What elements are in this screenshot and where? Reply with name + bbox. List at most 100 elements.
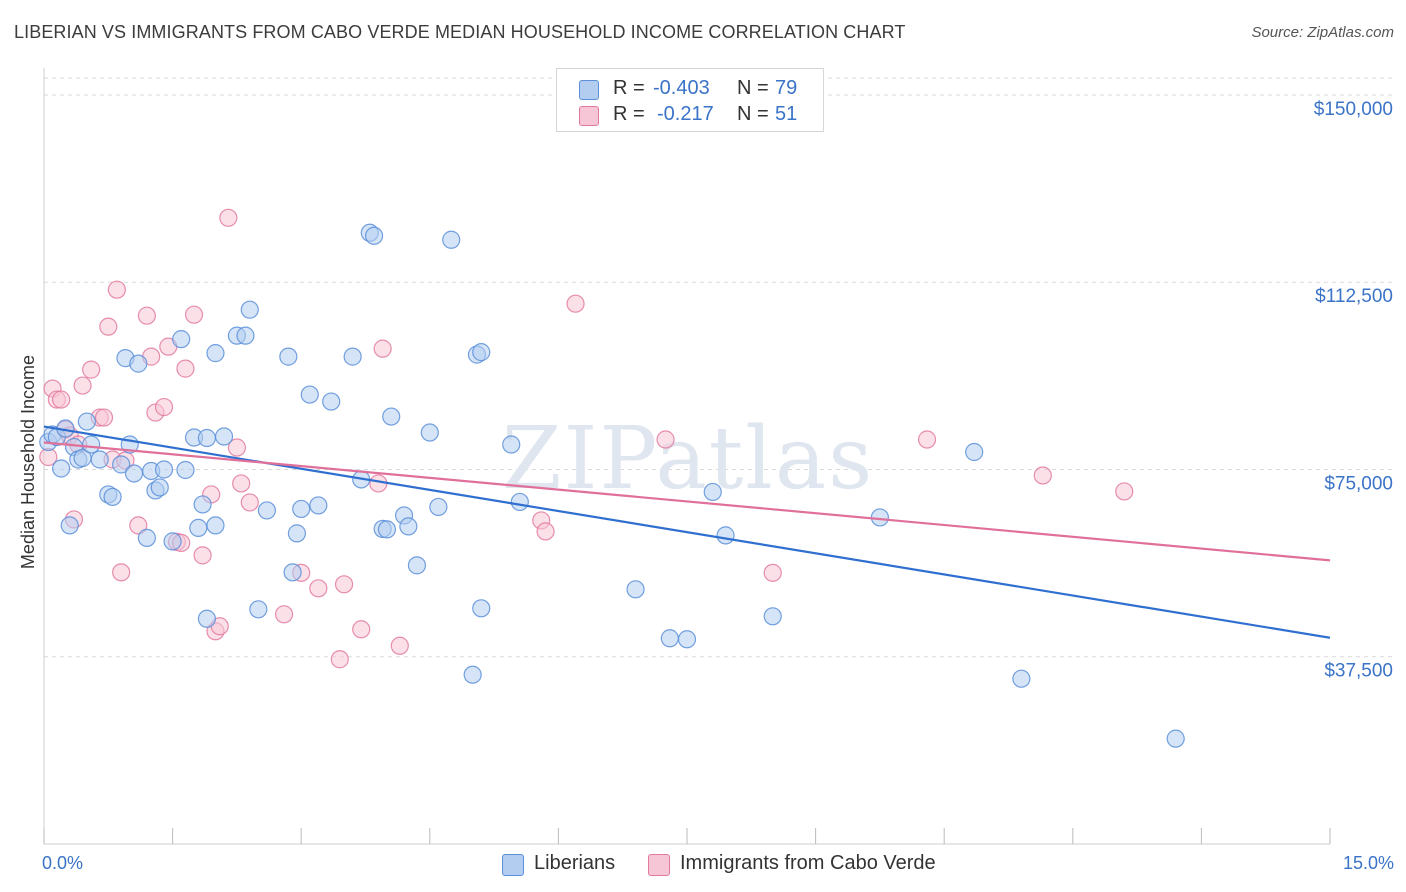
- legend-swatch-blue: [502, 854, 524, 876]
- legend-label-liberians: Liberians: [534, 852, 616, 874]
- point-cabo-verde: [274, 605, 294, 624]
- legend-n-label: N =: [737, 77, 769, 99]
- point-cabo-verde: [137, 306, 156, 325]
- point-liberians: [197, 428, 216, 448]
- legend-n-value: 51: [775, 103, 798, 125]
- gridlines: [44, 77, 1394, 658]
- point-liberians: [189, 518, 208, 538]
- point-cabo-verde: [193, 546, 212, 565]
- point-liberians: [176, 460, 195, 480]
- point-cabo-verde: [373, 339, 392, 358]
- y-tick-label: $75,000: [1324, 473, 1393, 494]
- trend-lines: [43, 425, 1331, 639]
- point-liberians: [502, 435, 521, 454]
- point-liberians: [206, 516, 225, 535]
- tick-labels: $37,500 $75,000 $112,500 $150,000 0.0% 15.0% M…: [18, 99, 1394, 873]
- point-liberians: [382, 407, 401, 426]
- point-cabo-verde: [1115, 482, 1134, 501]
- point-cabo-verde: [99, 317, 118, 336]
- legend-r-value: -0.217: [657, 103, 714, 125]
- correlation-legend: R = -0.403 N = 79 R = -0.217 N = 51: [556, 68, 824, 132]
- point-liberians: [407, 556, 427, 575]
- point-liberians: [60, 516, 79, 535]
- point-cabo-verde: [73, 376, 92, 395]
- point-liberians: [236, 326, 255, 345]
- point-cabo-verde: [184, 305, 204, 324]
- point-liberians: [870, 508, 890, 527]
- point-cabo-verde: [330, 650, 349, 669]
- legend-label-cabo-verde: Immigrants from Cabo Verde: [680, 852, 936, 874]
- point-cabo-verde: [240, 493, 259, 512]
- y-axis-label: Median Household Income: [18, 355, 38, 569]
- point-cabo-verde: [219, 208, 238, 227]
- point-liberians: [129, 354, 148, 373]
- point-liberians: [463, 665, 482, 684]
- point-cabo-verde: [763, 563, 782, 582]
- point-liberians: [1012, 669, 1031, 688]
- point-liberians: [112, 455, 131, 474]
- point-liberians: [472, 599, 491, 618]
- point-liberians: [429, 497, 448, 517]
- point-cabo-verde: [107, 280, 126, 299]
- point-liberians: [677, 630, 697, 649]
- point-cabo-verde: [656, 430, 675, 449]
- point-liberians: [626, 580, 645, 599]
- point-liberians: [249, 600, 268, 619]
- point-cabo-verde: [227, 438, 246, 457]
- point-liberians: [510, 492, 529, 512]
- series-legend: Liberians Immigrants from Cabo Verde: [0, 852, 1406, 878]
- point-liberians: [472, 343, 491, 362]
- point-liberians: [442, 230, 461, 249]
- point-liberians: [279, 347, 298, 366]
- point-liberians: [124, 464, 144, 483]
- point-cabo-verde: [154, 397, 174, 417]
- point-liberians: [703, 482, 722, 502]
- point-liberians: [82, 435, 101, 454]
- x-tick-label: 0.0%: [42, 853, 83, 873]
- point-liberians: [77, 412, 96, 431]
- trend-line-cabo-verde: [43, 441, 1331, 562]
- x-tick-label: 15.0%: [1343, 853, 1394, 873]
- legend-r-label: R =: [613, 103, 645, 125]
- legend-r-label: R =: [613, 77, 645, 99]
- point-cabo-verde: [94, 408, 114, 427]
- legend-n-label: N =: [737, 103, 769, 125]
- point-cabo-verde: [232, 474, 251, 493]
- point-liberians: [287, 524, 307, 543]
- point-liberians: [90, 450, 109, 469]
- point-liberians: [300, 385, 319, 404]
- point-liberians: [965, 442, 984, 462]
- point-liberians: [150, 478, 169, 497]
- y-tick-label: $112,500: [1315, 286, 1393, 307]
- legend-row-liberians: R = -0.403 N = 79: [557, 75, 823, 101]
- point-cabo-verde: [390, 636, 409, 655]
- point-liberians: [660, 629, 679, 648]
- point-liberians: [763, 607, 782, 626]
- point-liberians: [52, 459, 71, 478]
- point-liberians: [240, 300, 259, 319]
- point-liberians: [309, 496, 328, 515]
- point-cabo-verde: [52, 390, 71, 409]
- point-cabo-verde: [1033, 466, 1052, 485]
- legend-r-value: -0.403: [653, 77, 710, 99]
- point-liberians: [364, 226, 384, 245]
- point-liberians: [197, 609, 216, 628]
- legend-swatch-pink: [648, 854, 670, 876]
- point-cabo-verde: [129, 516, 148, 535]
- point-cabo-verde: [309, 579, 328, 598]
- point-cabo-verde: [917, 430, 937, 449]
- point-liberians: [377, 520, 397, 539]
- point-cabo-verde: [352, 620, 371, 639]
- point-liberians: [103, 487, 122, 507]
- point-liberians: [343, 347, 362, 366]
- point-liberians: [1166, 729, 1185, 748]
- point-liberians: [172, 330, 191, 349]
- chart-title: LIBERIAN VS IMMIGRANTS FROM CABO VERDE M…: [14, 22, 906, 42]
- point-liberians: [154, 460, 174, 479]
- point-liberians: [206, 344, 225, 363]
- point-liberians: [193, 495, 212, 514]
- point-liberians: [163, 532, 182, 551]
- point-liberians: [322, 392, 341, 411]
- point-liberians: [399, 517, 418, 536]
